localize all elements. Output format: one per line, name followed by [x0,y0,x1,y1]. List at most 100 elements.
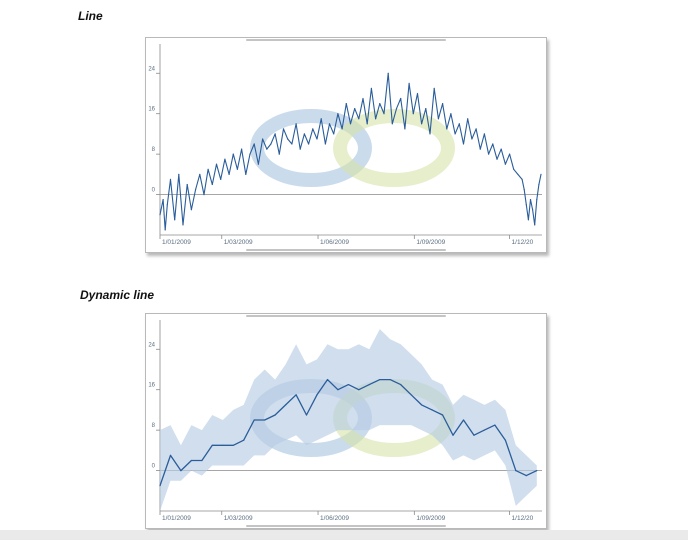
y-tick-label: 16 [148,107,155,113]
x-tick-label: 1/03/2009 [224,239,253,246]
data-point [285,404,287,406]
data-point [395,108,398,110]
data-point [408,82,410,84]
data-point [525,204,527,206]
data-point [341,128,343,130]
panel-resize-grip-bottom[interactable] [246,249,446,251]
data-point [347,384,349,386]
data-point [295,123,297,125]
data-point [379,379,381,381]
data-point [536,470,538,472]
x-tick-label: 1/06/2009 [320,239,349,246]
data-point [515,470,517,472]
data-point [266,148,268,150]
dynamic-line-chart-heading: Dynamic line [80,288,155,302]
data-point [534,224,536,226]
y-tick-label: 24 [148,66,155,72]
data-point [337,113,339,115]
dynamic-line-chart-panel: 0 8 16 24 1/01/2009 1/03/2009 1/06/2009 1/09/20… [145,313,547,529]
data-point [488,153,490,155]
data-point [169,454,172,456]
data-point [412,113,414,115]
x-tick-label: 1/09/2009 [416,515,445,522]
data-point [249,153,251,155]
data-point [358,118,360,120]
data-point [211,183,213,186]
data-point [316,138,318,140]
data-point [354,108,356,110]
page-bottom-bar [0,530,688,540]
data-point [190,459,192,462]
data-point [164,229,166,231]
data-point [492,143,494,145]
data-point [496,158,498,160]
data-point [324,143,326,145]
data-point [383,113,385,115]
data-point [483,133,485,135]
line-chart-panel: 0 8 16 24 1/01/2009 1/03/2009 1/06/2009 1/09/20… [145,37,547,253]
watermark-logo [250,109,455,187]
data-point [220,178,222,180]
data-point [299,148,301,150]
y-tick-label: 0 [152,188,156,194]
data-point [241,148,243,150]
data-point [517,173,519,175]
data-point [211,444,213,446]
data-point [232,444,234,446]
data-point [312,128,314,130]
data-point [513,168,515,170]
data-point [253,419,255,421]
data-point [375,118,377,120]
data-point [345,103,347,105]
data-point [274,414,276,416]
data-point [224,158,226,160]
series-points [159,379,538,487]
y-tick-label: 16 [148,383,155,389]
dynamic-line-chart: 0 8 16 24 1/01/2009 1/03/2009 1/06/2009 1/09/20… [148,320,542,522]
data-point [536,199,538,201]
data-point [540,173,542,175]
data-point [525,475,527,477]
data-point [410,394,412,396]
data-point [201,459,203,462]
data-point [222,444,224,446]
data-point [366,123,368,125]
data-point [274,133,276,135]
data-point [421,404,423,406]
data-point [257,163,259,165]
panel-resize-grip-top[interactable] [246,315,446,317]
line-chart-heading: Line [78,9,103,23]
data-point [527,219,529,221]
data-point [207,168,209,170]
data-point [243,439,245,441]
series-range-band [160,329,537,511]
data-point [529,199,532,201]
data-point [228,173,230,175]
data-point [538,183,540,186]
data-point [174,219,176,221]
data-point [504,163,506,165]
x-tick-label: 1/12/20 [512,239,534,246]
x-tick-label: 1/01/2009 [162,515,191,522]
data-point [178,173,180,175]
y-tick-label: 8 [152,423,156,429]
data-point [404,128,406,130]
series-line [159,72,542,231]
data-point [328,123,331,125]
data-point [475,128,477,130]
data-point [262,138,264,140]
data-point [523,188,525,191]
data-point [245,173,247,175]
panel-resize-grip-top[interactable] [246,39,446,41]
data-point [450,113,452,115]
data-point [291,143,293,145]
data-point [429,133,431,135]
data-point [370,87,372,89]
panel-resize-grip-bottom[interactable] [246,525,446,527]
data-point [500,148,502,150]
data-point [532,209,534,211]
data-point [379,103,381,105]
data-point [458,123,460,125]
y-tick-label: 24 [148,342,155,348]
data-point [454,133,456,135]
